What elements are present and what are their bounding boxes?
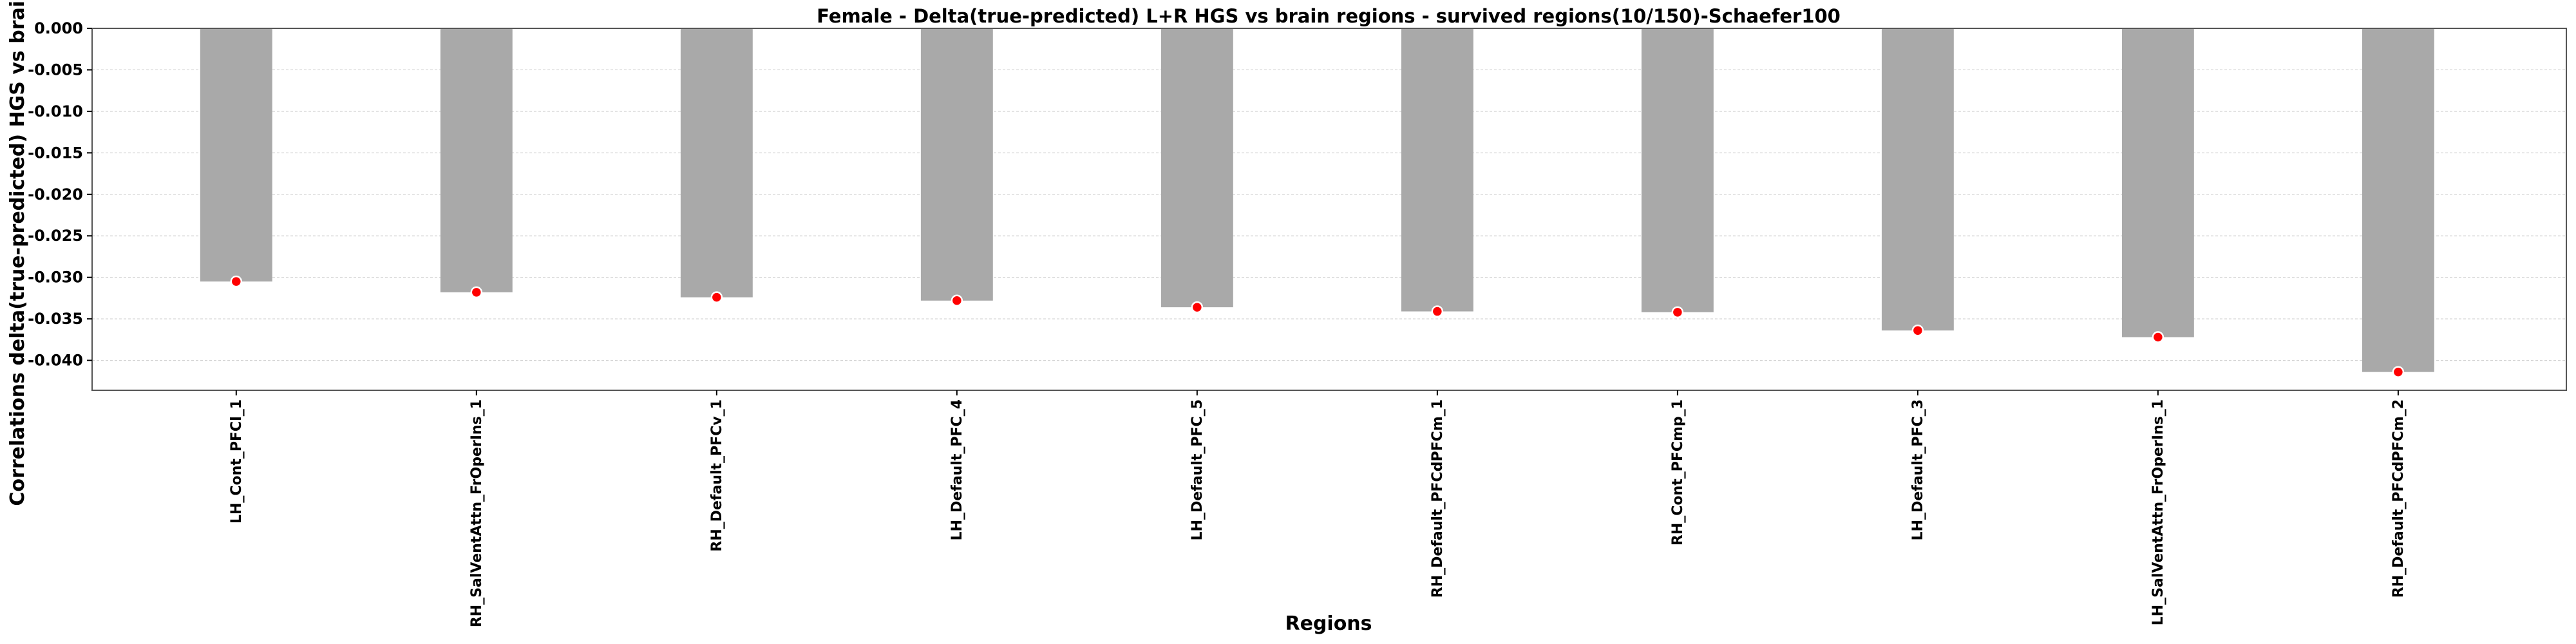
bar (1641, 28, 1714, 312)
value-marker (1671, 306, 1684, 319)
x-tick-label: LH_Default_PFC_3 (1910, 399, 1926, 540)
x-axis-label: Regions (1285, 612, 1372, 635)
bar (1401, 28, 1473, 312)
bar (2362, 28, 2434, 372)
x-tick-label: RH_Default_PFCdPFCm_2 (2391, 399, 2407, 598)
plot-frame (91, 28, 2567, 391)
x-tick-label: RH_Cont_PFCmp_1 (1670, 399, 1686, 545)
y-tick-label: -0.030 (28, 269, 83, 287)
x-tick-label: LH_SalVentAttn_FrOperIns_1 (2150, 399, 2166, 625)
y-axis-label: Correlations delta(true-predicted) HGS v… (6, 0, 29, 506)
x-tick-label: LH_Default_PFC_5 (1189, 399, 1206, 540)
y-tick-label: -0.025 (28, 227, 83, 245)
x-axis-ticks: LH_Cont_PFCl_1 RH_SalVentAttn_FrOperIns_1… (229, 390, 2407, 627)
bar (200, 28, 272, 282)
value-marker (1191, 301, 1204, 314)
chart-title: Female - Delta(true-predicted) L+R HGS v… (817, 5, 1841, 27)
x-tick-label: RH_SalVentAttn_FrOperIns_1 (469, 399, 485, 627)
bar (440, 28, 513, 292)
markers (230, 275, 2405, 378)
bar (1160, 28, 1233, 308)
x-tick-label: LH_Default_PFC_4 (949, 399, 965, 540)
y-tick-label: -0.035 (28, 310, 83, 328)
bar (2121, 28, 2194, 337)
bars (200, 28, 2434, 372)
value-marker (1911, 324, 1924, 337)
value-marker (2392, 366, 2405, 378)
bar (920, 28, 993, 301)
x-tick-label: RH_Default_PFCdPFCm_1 (1430, 399, 1446, 598)
value-marker (2152, 331, 2164, 343)
value-marker (951, 294, 963, 307)
value-marker (710, 291, 723, 303)
value-marker (230, 275, 243, 288)
y-tick-label: -0.015 (28, 144, 83, 162)
x-tick-label: LH_Cont_PFCl_1 (229, 399, 245, 524)
y-axis-ticks: 0.000 -0.005 -0.010 -0.015 -0.020 -0.025 -0.03… (28, 19, 92, 370)
x-tick-label: RH_Default_PFCv_1 (709, 399, 725, 552)
y-tick-label: -0.005 (28, 61, 83, 79)
value-marker (1431, 305, 1444, 317)
bar (1881, 28, 1954, 331)
y-tick-label: 0.000 (34, 19, 83, 37)
value-marker (470, 286, 483, 299)
bar (680, 28, 753, 298)
y-tick-label: -0.020 (28, 185, 83, 204)
y-tick-label: -0.010 (28, 102, 83, 120)
y-tick-label: -0.040 (28, 352, 83, 370)
